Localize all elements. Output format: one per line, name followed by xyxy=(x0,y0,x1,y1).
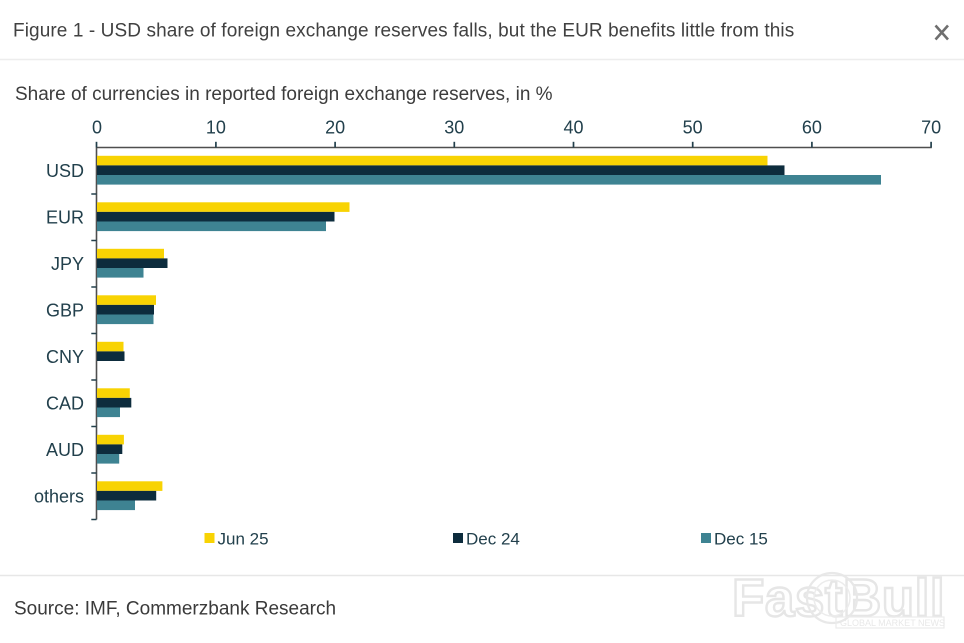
svg-text:EUR: EUR xyxy=(46,207,84,227)
svg-text:Dec 15: Dec 15 xyxy=(714,530,768,549)
svg-text:70: 70 xyxy=(921,118,941,138)
svg-text:Source: IMF, Commerzbank Resea: Source: IMF, Commerzbank Research xyxy=(14,599,336,620)
svg-text:USD: USD xyxy=(46,161,84,181)
svg-text:60: 60 xyxy=(802,118,822,138)
svg-text:GLOBAL MARKET NEWS: GLOBAL MARKET NEWS xyxy=(840,618,945,628)
svg-text:GBP: GBP xyxy=(46,300,84,320)
svg-text:40: 40 xyxy=(563,118,583,138)
svg-text:0: 0 xyxy=(92,118,102,138)
svg-text:others: others xyxy=(34,486,84,506)
svg-text:10: 10 xyxy=(206,118,226,138)
svg-text:CNY: CNY xyxy=(46,347,84,367)
svg-text:CAD: CAD xyxy=(46,393,84,413)
svg-text:Jun 25: Jun 25 xyxy=(218,530,269,549)
svg-text:Share of currencies in reporte: Share of currencies in reported foreign … xyxy=(15,84,553,105)
svg-text:Dec 24: Dec 24 xyxy=(466,530,520,549)
svg-text:20: 20 xyxy=(325,118,345,138)
svg-text:Figure 1 - USD share of foreig: Figure 1 - USD share of foreign exchange… xyxy=(13,21,794,42)
svg-text:AUD: AUD xyxy=(46,440,84,460)
svg-text:JPY: JPY xyxy=(51,254,84,274)
svg-text:50: 50 xyxy=(683,118,703,138)
svg-text:FastBull: FastBull xyxy=(732,569,945,628)
svg-text:30: 30 xyxy=(444,118,464,138)
